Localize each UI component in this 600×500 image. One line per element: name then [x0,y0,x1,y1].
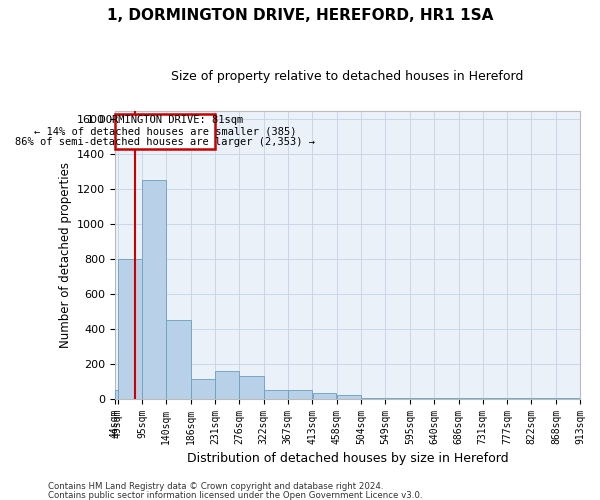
X-axis label: Distribution of detached houses by size in Hereford: Distribution of detached houses by size … [187,452,508,465]
Bar [215,371,239,398]
Bar [142,180,166,398]
Bar [313,394,337,398]
Bar [118,259,142,398]
Bar [191,380,215,398]
Bar [239,376,263,398]
Text: 1 DORMINGTON DRIVE: 81sqm: 1 DORMINGTON DRIVE: 81sqm [87,115,243,125]
Text: ← 14% of detached houses are smaller (385): ← 14% of detached houses are smaller (38… [34,126,296,136]
Text: Contains public sector information licensed under the Open Government Licence v3: Contains public sector information licen… [48,490,422,500]
Bar [264,390,287,398]
Text: Contains HM Land Registry data © Crown copyright and database right 2024.: Contains HM Land Registry data © Crown c… [48,482,383,491]
Text: 1, DORMINGTON DRIVE, HEREFORD, HR1 1SA: 1, DORMINGTON DRIVE, HEREFORD, HR1 1SA [107,8,493,22]
Y-axis label: Number of detached properties: Number of detached properties [59,162,71,348]
Bar [115,114,215,149]
Title: Size of property relative to detached houses in Hereford: Size of property relative to detached ho… [171,70,524,83]
Bar [166,320,191,398]
Text: 86% of semi-detached houses are larger (2,353) →: 86% of semi-detached houses are larger (… [15,137,315,147]
Bar [288,390,312,398]
Bar [115,390,118,398]
Bar [337,395,361,398]
